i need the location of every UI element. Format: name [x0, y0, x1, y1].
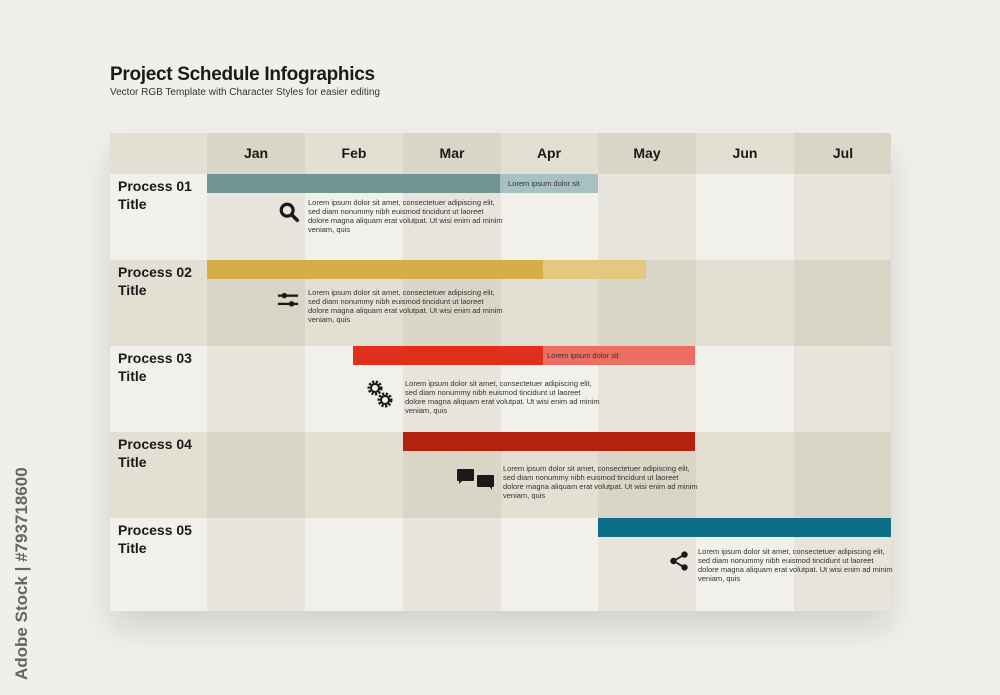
- process-description: Lorem ipsum dolor sit amet, consectetuer…: [503, 464, 698, 500]
- process-description: Lorem ipsum dolor sit amet, consectetuer…: [698, 547, 893, 583]
- header-row: [110, 133, 891, 174]
- gantt-bar: [207, 260, 543, 279]
- gantt-bar-extension: Lorem ipsum dolor sit: [543, 346, 695, 365]
- month-label: Jun: [732, 145, 758, 161]
- process-title: Process 02 Title: [118, 264, 192, 298]
- month-label: Jul: [832, 145, 854, 161]
- gantt-bar-extension: [543, 260, 646, 279]
- page-subtitle: Vector RGB Template with Character Style…: [110, 87, 380, 98]
- process-description: Lorem ipsum dolor sit amet, consectetuer…: [308, 198, 503, 234]
- process-description: Lorem ipsum dolor sit amet, consectetuer…: [308, 288, 503, 324]
- process-description: Lorem ipsum dolor sit amet, consectetuer…: [405, 379, 600, 415]
- bar-label: Lorem ipsum dolor sit: [547, 351, 619, 360]
- share-icon: [670, 551, 688, 571]
- gantt-bar: [598, 518, 891, 537]
- schedule-table: Jan Feb Mar Apr May Jun Jul Process 01 T…: [110, 133, 893, 611]
- search-icon: [279, 202, 300, 223]
- column-may: [598, 133, 696, 611]
- process-title: Process 05 Title: [118, 522, 192, 556]
- column-mar: [403, 133, 501, 611]
- month-label: Apr: [536, 145, 562, 161]
- month-label: Feb: [341, 145, 367, 161]
- gantt-bar: [353, 346, 543, 365]
- bar-label: Lorem ipsum dolor sit: [508, 179, 580, 188]
- sliders-icon: [277, 292, 299, 307]
- month-label: May: [633, 145, 661, 161]
- chat-icon: [457, 469, 494, 490]
- process-title: Process 03 Title: [118, 350, 192, 384]
- watermark: Adobe Stock | #793718600: [12, 467, 31, 680]
- gears-icon: [367, 380, 393, 408]
- gantt-bar: [403, 432, 695, 451]
- month-label: Jan: [243, 145, 269, 161]
- column-jan: [207, 133, 305, 611]
- column-jul: [794, 133, 891, 611]
- gantt-bar: [207, 174, 500, 193]
- process-title: Process 04 Title: [118, 436, 192, 470]
- gantt-bar-extension: Lorem ipsum dolor sit: [500, 174, 598, 193]
- process-title: Process 01 Title: [118, 178, 192, 212]
- month-label: Mar: [439, 145, 465, 161]
- page-title: Project Schedule Infographics: [110, 64, 375, 85]
